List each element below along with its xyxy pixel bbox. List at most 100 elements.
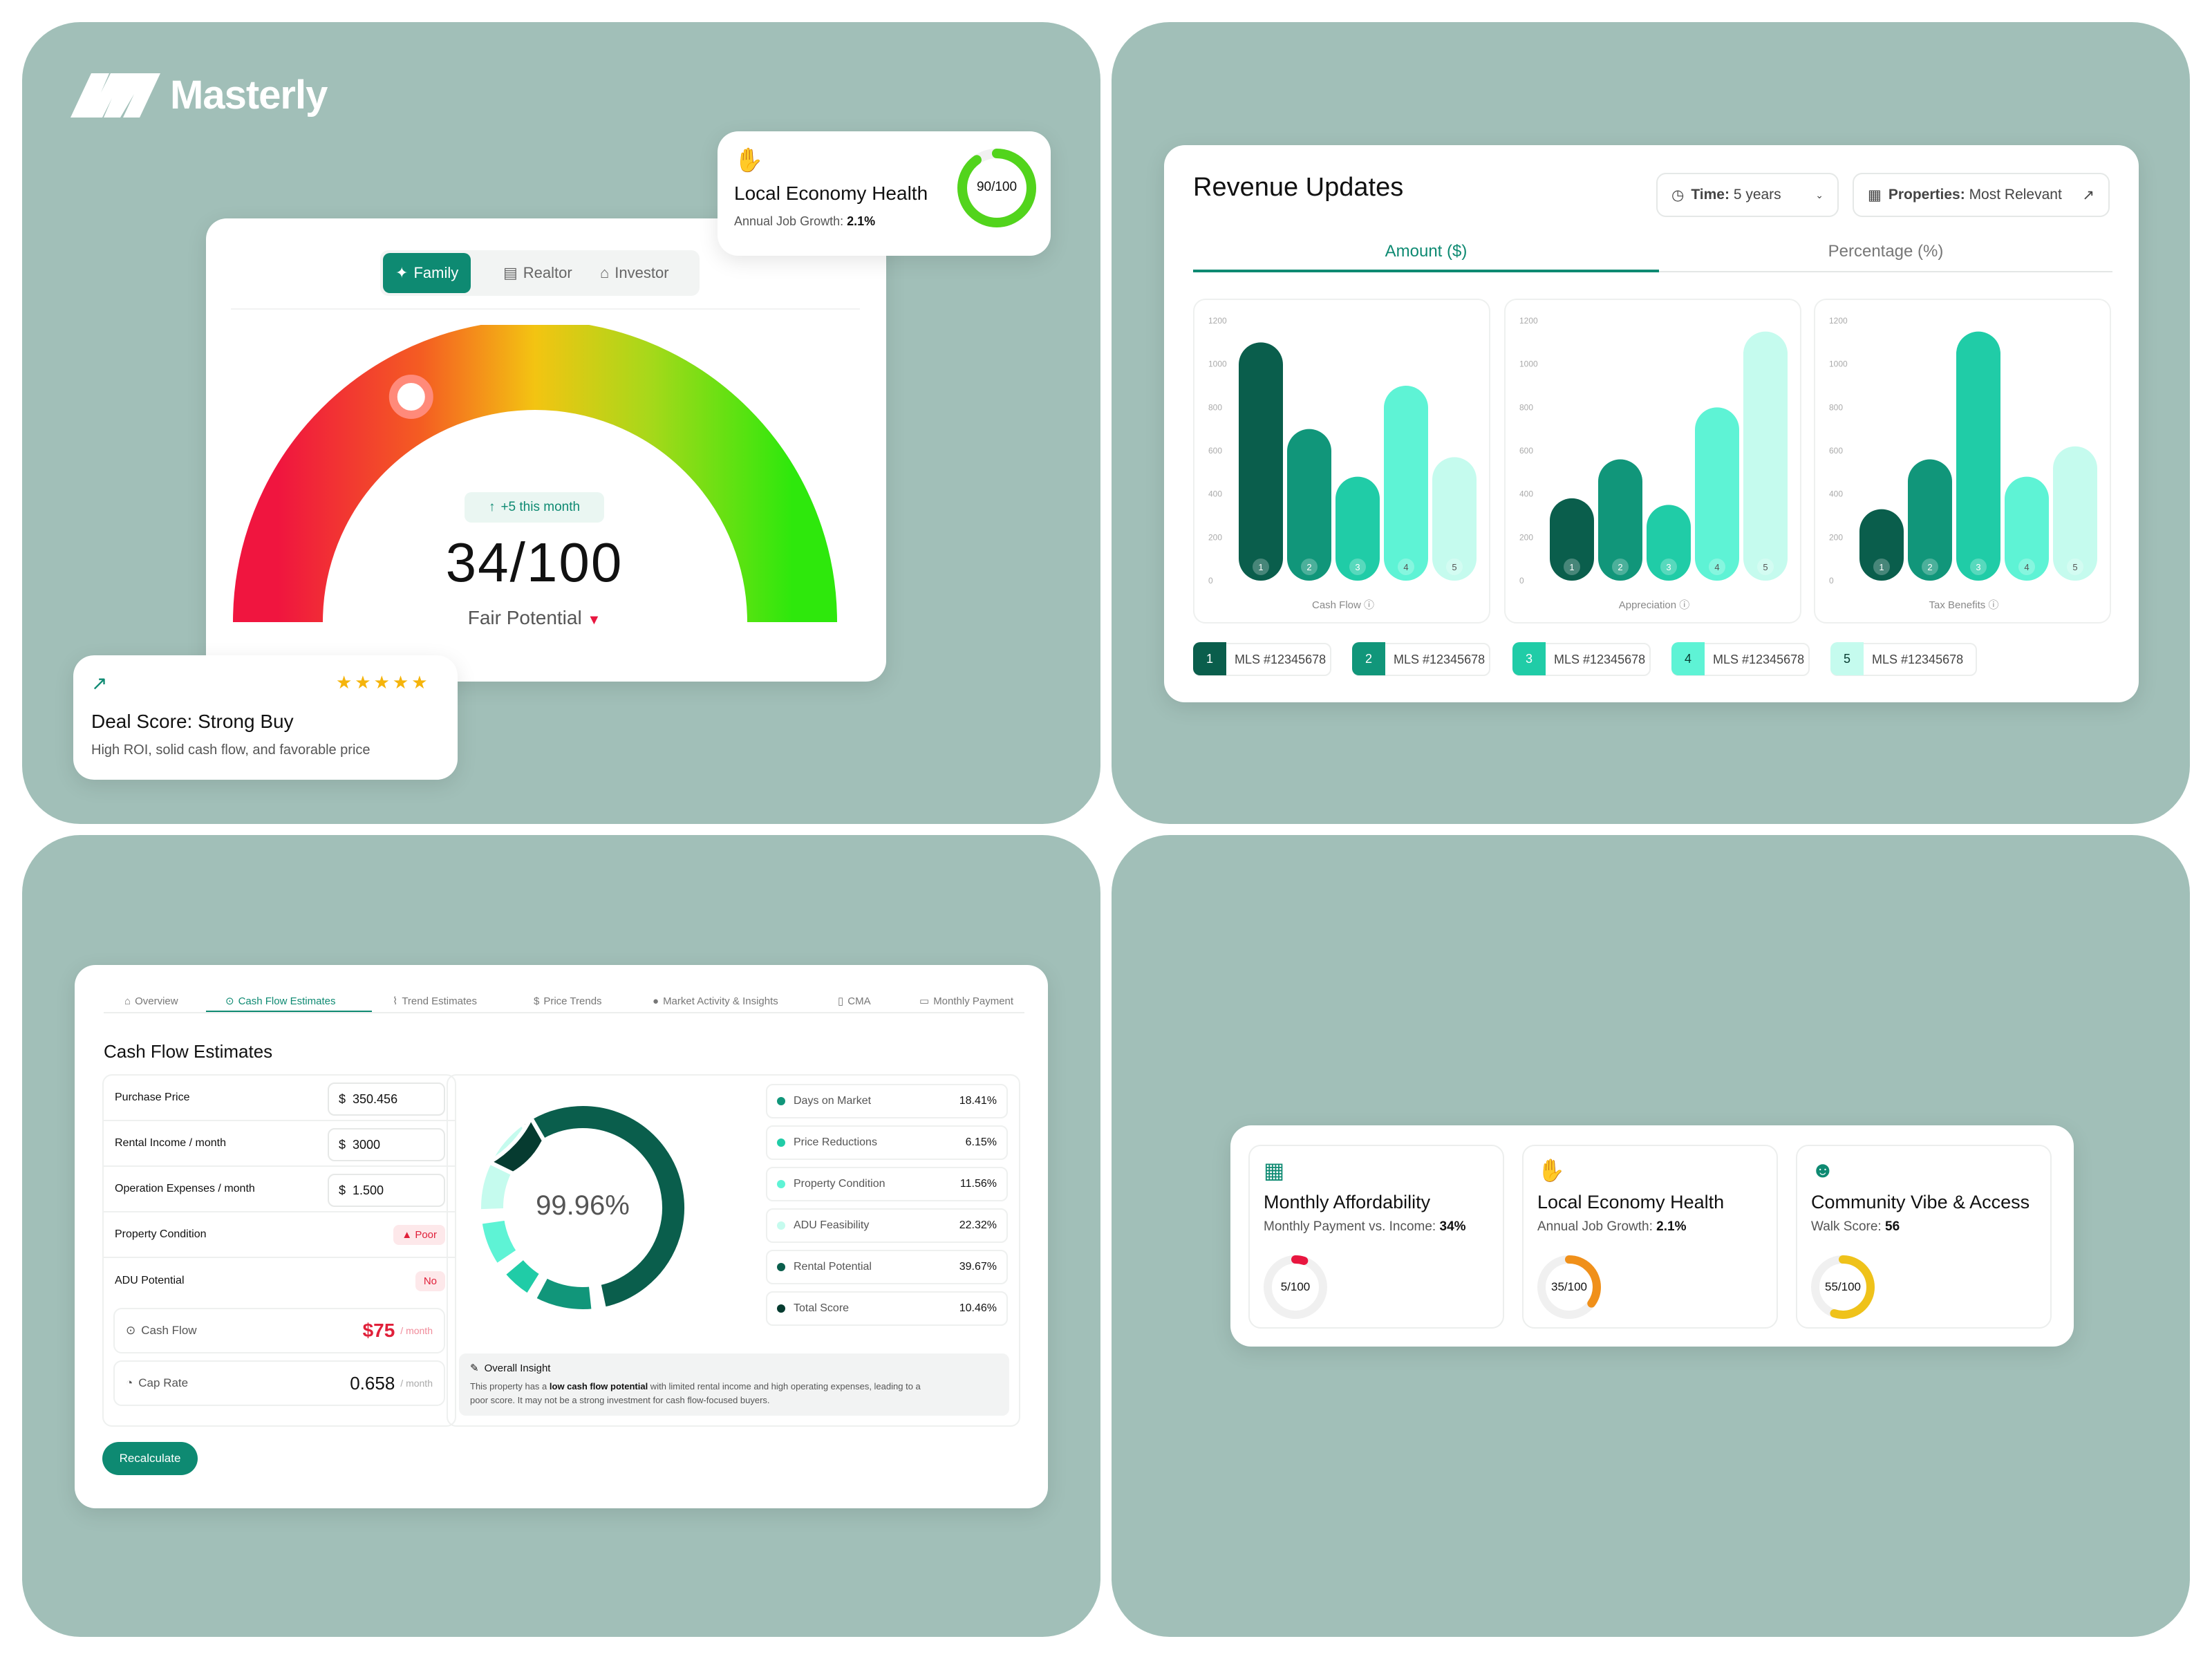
segment-family[interactable]: ✦ Family bbox=[383, 253, 471, 293]
chart-label: Tax Benefits ⓘ bbox=[1929, 599, 1999, 611]
bar[interactable] bbox=[2005, 476, 2049, 581]
donut-segment[interactable] bbox=[532, 1273, 596, 1313]
segment-realtor[interactable]: ▤ Realtor bbox=[503, 264, 572, 281]
chart-cash-flow: 1200 1000 800 600 400 200 0 1 2 3 4 5 Cash Flow ⓘ bbox=[1193, 299, 1490, 624]
metric-title: Monthly Affordability bbox=[1264, 1192, 1431, 1212]
bar[interactable] bbox=[1239, 342, 1283, 581]
economy-health-card: ✋ Local Economy Health Annual Job Growth… bbox=[718, 131, 1051, 256]
cashflow-title: Cash Flow Estimates bbox=[104, 1041, 273, 1062]
stat-value: 11.56% bbox=[959, 1178, 997, 1190]
external-arrow-icon: ↗ bbox=[2082, 187, 2094, 203]
wallet-icon: ▭ bbox=[919, 995, 930, 1007]
bar[interactable] bbox=[2053, 446, 2097, 581]
bar[interactable] bbox=[1384, 386, 1428, 581]
legend-item-2[interactable]: 2 MLS #12345678 bbox=[1352, 642, 1490, 676]
bar-label: 2 bbox=[1306, 562, 1311, 572]
star-rating: ★★★★★ bbox=[336, 672, 431, 693]
stat-dot bbox=[777, 1138, 785, 1147]
bar-label: 5 bbox=[1763, 562, 1768, 572]
tab-monthly-payment[interactable]: ▭ Monthly Payment bbox=[919, 995, 1014, 1008]
y-tick-label: 200 bbox=[1208, 532, 1222, 542]
rental-income-input[interactable]: $3000 bbox=[328, 1128, 445, 1161]
tab-price-trends[interactable]: $ Price Trends bbox=[534, 995, 602, 1007]
donut-center-value: 99.96% bbox=[536, 1190, 630, 1221]
metric-card[interactable]: ✋ Local Economy Health Annual Job Growth… bbox=[1522, 1145, 1778, 1329]
bar[interactable] bbox=[1287, 429, 1331, 581]
stat-row: Rental Potential 39.67% bbox=[766, 1250, 1008, 1284]
bar[interactable] bbox=[1859, 509, 1904, 581]
stat-dot bbox=[777, 1180, 785, 1188]
property-condition-row: Property Condition ▲ Poor bbox=[104, 1212, 455, 1258]
donut-segment[interactable] bbox=[487, 1116, 546, 1176]
y-tick-label: 0 bbox=[1519, 576, 1524, 585]
bar-badge bbox=[1660, 559, 1677, 575]
bar[interactable] bbox=[1335, 476, 1380, 581]
stat-label: Price Reductions bbox=[794, 1136, 877, 1148]
tab-cma[interactable]: ▯ CMA bbox=[838, 995, 871, 1008]
stat-value: 22.32% bbox=[959, 1219, 997, 1231]
properties-dropdown[interactable]: ▦ Properties: Most Relevant ↗ bbox=[1853, 173, 2110, 217]
metric-card[interactable]: ▦ Monthly Affordability Monthly Payment … bbox=[1248, 1145, 1504, 1329]
deal-score-card: ↗ ★★★★★ Deal Score: Strong Buy High ROI,… bbox=[73, 655, 458, 780]
economy-subtitle: Annual Job Growth: 2.1% bbox=[734, 214, 876, 228]
recalculate-button[interactable]: Recalculate bbox=[102, 1442, 198, 1475]
masterly-logo-icon bbox=[71, 73, 160, 118]
bar-label: 1 bbox=[1879, 562, 1884, 572]
tab-cash-flow-estimates[interactable]: ⊙ Cash Flow Estimates bbox=[225, 995, 336, 1008]
revenue-title: Revenue Updates bbox=[1193, 173, 1404, 202]
tab-trend-estimates[interactable]: ⌇ Trend Estimates bbox=[393, 995, 477, 1008]
legend-item-3[interactable]: 3 MLS #12345678 bbox=[1512, 642, 1651, 676]
legend-item-5[interactable]: 5 MLS #12345678 bbox=[1830, 642, 1977, 676]
stat-value: 6.15% bbox=[965, 1136, 997, 1148]
y-tick-label: 400 bbox=[1829, 489, 1843, 499]
segment-investor[interactable]: ⌂ Investor bbox=[600, 264, 669, 281]
bar[interactable] bbox=[1432, 457, 1477, 581]
economy-ring bbox=[957, 149, 1036, 227]
tab-overview[interactable]: ⌂ Overview bbox=[124, 995, 178, 1007]
clock-icon: ◷ bbox=[1671, 187, 1685, 203]
donut-segment[interactable] bbox=[478, 1216, 521, 1268]
gauge-knob[interactable] bbox=[388, 375, 433, 420]
tab-percentage[interactable]: Percentage (%) bbox=[1828, 242, 1944, 261]
time-dropdown[interactable]: ◷ Time: 5 years ⌄ bbox=[1656, 173, 1839, 217]
bar[interactable] bbox=[1743, 331, 1788, 581]
score-box bbox=[447, 1074, 1020, 1427]
donut-segment[interactable] bbox=[501, 1255, 544, 1298]
bar-badge bbox=[1757, 559, 1774, 575]
arrow-up-icon: ↑ bbox=[488, 500, 496, 514]
deal-description: High ROI, solid cash flow, and favorable… bbox=[91, 742, 371, 758]
stat-value: 18.41% bbox=[959, 1095, 997, 1107]
stat-row: Days on Market 18.41% bbox=[766, 1084, 1008, 1118]
bar-label: 3 bbox=[1355, 562, 1360, 572]
legend-item-4[interactable]: 4 MLS #12345678 bbox=[1671, 642, 1810, 676]
cashflow-panel: ⌂ Overview ⊙ Cash Flow Estimates ⌇ Trend Es… bbox=[22, 835, 1100, 1637]
legend-item-1[interactable]: 1 MLS #12345678 bbox=[1193, 642, 1331, 676]
pie-icon: ◔ bbox=[126, 1376, 133, 1389]
purchase-price-input[interactable]: $350.456 bbox=[328, 1082, 445, 1116]
bar[interactable] bbox=[1908, 459, 1952, 581]
bar[interactable] bbox=[1956, 331, 2000, 581]
stat-dot bbox=[777, 1221, 785, 1230]
chart-label: Cash Flow ⓘ bbox=[1312, 599, 1374, 611]
donut-segment[interactable] bbox=[491, 1102, 688, 1311]
bar[interactable] bbox=[1550, 498, 1594, 581]
bar[interactable] bbox=[1695, 407, 1739, 581]
metric-card[interactable]: ☻ Community Vibe & Access Walk Score: 56… bbox=[1796, 1145, 2052, 1329]
bar-badge bbox=[1873, 559, 1890, 575]
cash-flow-result: ⊙ Cash Flow $75/ month bbox=[113, 1308, 445, 1353]
bar[interactable] bbox=[1598, 459, 1642, 581]
bar-badge bbox=[1922, 559, 1938, 575]
y-tick-label: 800 bbox=[1829, 402, 1843, 412]
stat-label: Total Score bbox=[794, 1302, 850, 1314]
purchase-price-row: Purchase Price $350.456 bbox=[104, 1076, 455, 1121]
tab-amount[interactable]: Amount ($) bbox=[1385, 242, 1468, 261]
tab-market-activity[interactable]: ● Market Activity & Insights bbox=[653, 995, 778, 1007]
expenses-input[interactable]: $1.500 bbox=[328, 1174, 445, 1207]
y-tick-label: 600 bbox=[1829, 446, 1843, 456]
bar-badge bbox=[1564, 559, 1580, 575]
bar[interactable] bbox=[1647, 505, 1691, 581]
investor-icon: ⌂ bbox=[600, 264, 610, 281]
pin-icon: ● bbox=[653, 995, 659, 1007]
chart-appreciation: 1200 1000 800 600 400 200 0 1 2 3 4 5 Appreciation ⓘ bbox=[1504, 299, 1801, 624]
adu-potential-row: ADU Potential No bbox=[104, 1258, 455, 1304]
